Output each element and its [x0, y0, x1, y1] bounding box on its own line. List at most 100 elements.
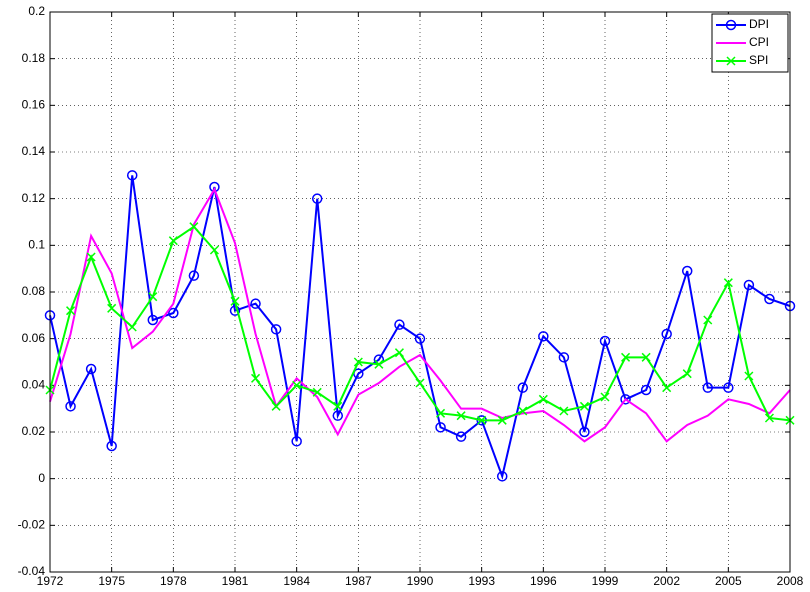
data-point [126, 170, 138, 181]
data-point [394, 319, 405, 330]
data-point [188, 270, 200, 281]
x-tick-label: 1993 [468, 574, 495, 588]
data-point [456, 411, 466, 421]
x-tick-label: 1978 [160, 574, 187, 588]
data-point [743, 279, 755, 291]
data-point [723, 278, 733, 288]
x-tick-label: 1984 [283, 574, 310, 588]
data-point [106, 440, 117, 452]
data-point [292, 380, 302, 390]
data-point [703, 315, 713, 325]
y-tick-label: -0.02 [18, 518, 46, 532]
data-point [620, 394, 631, 405]
y-tick-label: 0.16 [22, 98, 46, 112]
x-tick-label: 1981 [222, 574, 249, 588]
legend-marker [725, 19, 737, 31]
data-point [414, 333, 426, 344]
series-line [49, 187, 791, 443]
data-point [496, 471, 508, 482]
data-point [764, 293, 775, 305]
data-point [86, 252, 96, 262]
data-point [559, 406, 569, 416]
axes-box [49, 11, 791, 573]
data-point [251, 373, 261, 383]
data-point [518, 406, 528, 416]
data-point [168, 307, 179, 319]
data-point [353, 357, 363, 367]
legend-label: CPI [749, 35, 769, 49]
data-point [127, 322, 137, 332]
data-point [230, 296, 240, 306]
data-point [312, 387, 322, 397]
data-point [148, 292, 158, 302]
data-point [538, 394, 548, 404]
x-tick-label: 1975 [98, 574, 125, 588]
x-tick-label: 2002 [653, 574, 680, 588]
data-point [415, 378, 425, 388]
data-point [641, 352, 651, 362]
data-point [558, 352, 570, 363]
data-point [65, 401, 76, 412]
x-tick-label: 2005 [715, 574, 742, 588]
x-tick-label: 1999 [592, 574, 619, 588]
data-point [394, 348, 404, 358]
data-point [332, 410, 344, 421]
x-tick-label: 1987 [345, 574, 372, 588]
data-point [270, 324, 282, 335]
x-tick-label: 1990 [407, 574, 434, 588]
data-point [702, 382, 714, 393]
y-tick-label: 0 [38, 471, 45, 485]
y-tick-label: 0.2 [28, 4, 45, 18]
data-point [661, 328, 672, 340]
data-point [168, 236, 178, 246]
data-point [333, 401, 343, 411]
data-point [497, 415, 507, 425]
x-tick-label: 1996 [530, 574, 557, 588]
data-point [271, 401, 281, 411]
series-line [49, 175, 791, 480]
legend-label: SPI [749, 53, 768, 67]
y-tick-label: 0.1 [28, 238, 45, 252]
x-tick-label: 1972 [37, 574, 64, 588]
data-point [662, 383, 672, 393]
data-point [229, 305, 241, 316]
data-point [723, 382, 734, 393]
data-point [435, 422, 446, 433]
data-point [85, 363, 97, 375]
data-point [147, 314, 159, 326]
data-point [189, 222, 199, 232]
y-tick-label: 0.06 [22, 331, 46, 345]
data-point [744, 371, 754, 381]
data-point [209, 245, 219, 255]
data-point [579, 401, 589, 411]
legend-marker [726, 56, 736, 66]
data-point [764, 413, 774, 423]
data-point [600, 392, 610, 402]
y-tick-label: 0.02 [22, 424, 46, 438]
data-point [374, 359, 384, 369]
data-point [250, 298, 261, 309]
data-point [291, 436, 302, 447]
legend-label: DPI [749, 17, 769, 31]
y-tick-label: 0.14 [22, 144, 46, 158]
y-tick-label: 0.08 [22, 284, 46, 298]
data-point [311, 193, 323, 204]
y-tick-label: 0.18 [22, 51, 46, 65]
data-point [107, 303, 117, 313]
y-tick-label: 0.12 [22, 191, 46, 205]
data-point [455, 431, 467, 442]
y-tick-label: -0.04 [18, 564, 46, 578]
data-point [640, 384, 652, 396]
data-point [579, 426, 590, 438]
data-point [599, 335, 611, 347]
data-point [436, 408, 446, 418]
data-point [517, 382, 529, 393]
data-point [682, 369, 692, 379]
x-tick-label: 2008 [777, 574, 804, 588]
data-point [621, 352, 631, 362]
data-point [538, 331, 549, 342]
data-point [681, 265, 693, 277]
data-point [66, 306, 76, 316]
y-tick-label: 0.04 [22, 378, 46, 392]
